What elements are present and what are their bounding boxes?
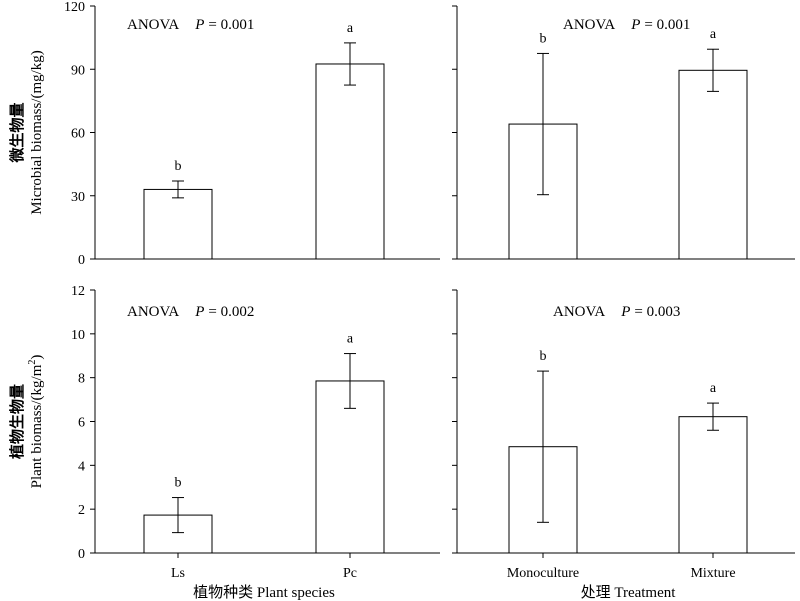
y-axis-label-superscript: 2 (27, 360, 38, 365)
p-label: P (194, 304, 204, 320)
y-axis-label-text: Microbial biomass/(mg/kg) (29, 50, 45, 215)
y-tick-label: 10 (71, 328, 85, 343)
significance-letter: a (347, 21, 354, 36)
anova-label: ANOVA (127, 304, 179, 320)
significance-letter: b (175, 476, 182, 491)
y-tick-label: 6 (78, 416, 85, 431)
anova-annotation: ANOVA P = 0.001 (127, 17, 254, 33)
p-value: = 0.003 (634, 304, 680, 320)
panel-top-left: 0 30 60 90 120 b a ANOVA P = 0.001 微生物量 Microbial b… (8, 0, 440, 268)
significance-letter: a (347, 332, 354, 347)
y-axis-label-close: ) (29, 355, 45, 360)
y-axis-label-en: Microbial biomass/(mg/kg) (29, 50, 45, 215)
bar-mixture (678, 416, 748, 554)
y-tick-label: 4 (78, 459, 85, 474)
y-tick-label: 60 (71, 127, 85, 142)
x-tick-label: Mixture (690, 566, 735, 581)
panel-bottom-left: 0 2 4 6 8 10 12 b Ls a Pc ANOVA P = 0.002 植物生物量 Plant b… (8, 284, 440, 601)
anova-annotation: ANOVA P = 0.001 (563, 17, 690, 33)
y-tick-label: 120 (64, 0, 85, 15)
x-tick-label: Pc (343, 566, 357, 581)
anova-label: ANOVA (553, 304, 605, 320)
x-axis-title: 植物种类 Plant species (193, 584, 335, 601)
y-axis-label-cn: 微生物量 (8, 102, 26, 163)
p-value: = 0.002 (208, 304, 254, 320)
significance-letter: b (175, 159, 182, 174)
y-tick-label: 0 (78, 547, 85, 562)
bar-pc (315, 63, 385, 260)
significance-letter: a (710, 27, 717, 42)
p-label: P (630, 17, 640, 33)
anova-annotation: ANOVA P = 0.002 (127, 304, 254, 320)
bar-pc (315, 380, 385, 554)
bar-ls (143, 188, 213, 260)
panel-top-right: b a ANOVA P = 0.001 (452, 5, 795, 260)
y-axis-label-text: Plant biomass/(kg/m (29, 364, 45, 488)
significance-letter: a (710, 381, 717, 396)
x-tick-label: Ls (171, 566, 185, 581)
p-value: = 0.001 (644, 17, 690, 33)
y-axis-label-cn: 植物生物量 (8, 384, 26, 459)
panel-bottom-right: b Monoculture a Mixture ANOVA P = 0.003 处理 Trea… (452, 289, 795, 601)
x-axis-title: 处理 Treatment (581, 584, 677, 601)
bar-mixture (678, 69, 748, 260)
anova-annotation: ANOVA P = 0.003 (553, 304, 680, 320)
y-tick-label: 0 (78, 253, 85, 268)
y-tick-label: 8 (78, 372, 85, 387)
significance-letter: b (540, 349, 547, 364)
p-label: P (620, 304, 630, 320)
y-axis-label-en: Plant biomass/(kg/m2) (27, 355, 45, 489)
anova-label: ANOVA (127, 17, 179, 33)
y-tick-label: 2 (78, 503, 85, 518)
significance-letter: b (540, 31, 547, 46)
x-tick-label: Monoculture (507, 566, 579, 581)
y-tick-label: 90 (71, 63, 85, 78)
p-value: = 0.001 (208, 17, 254, 33)
y-tick-label: 30 (71, 190, 85, 205)
anova-label: ANOVA (563, 17, 615, 33)
p-label: P (194, 17, 204, 33)
y-tick-label: 12 (71, 284, 85, 299)
